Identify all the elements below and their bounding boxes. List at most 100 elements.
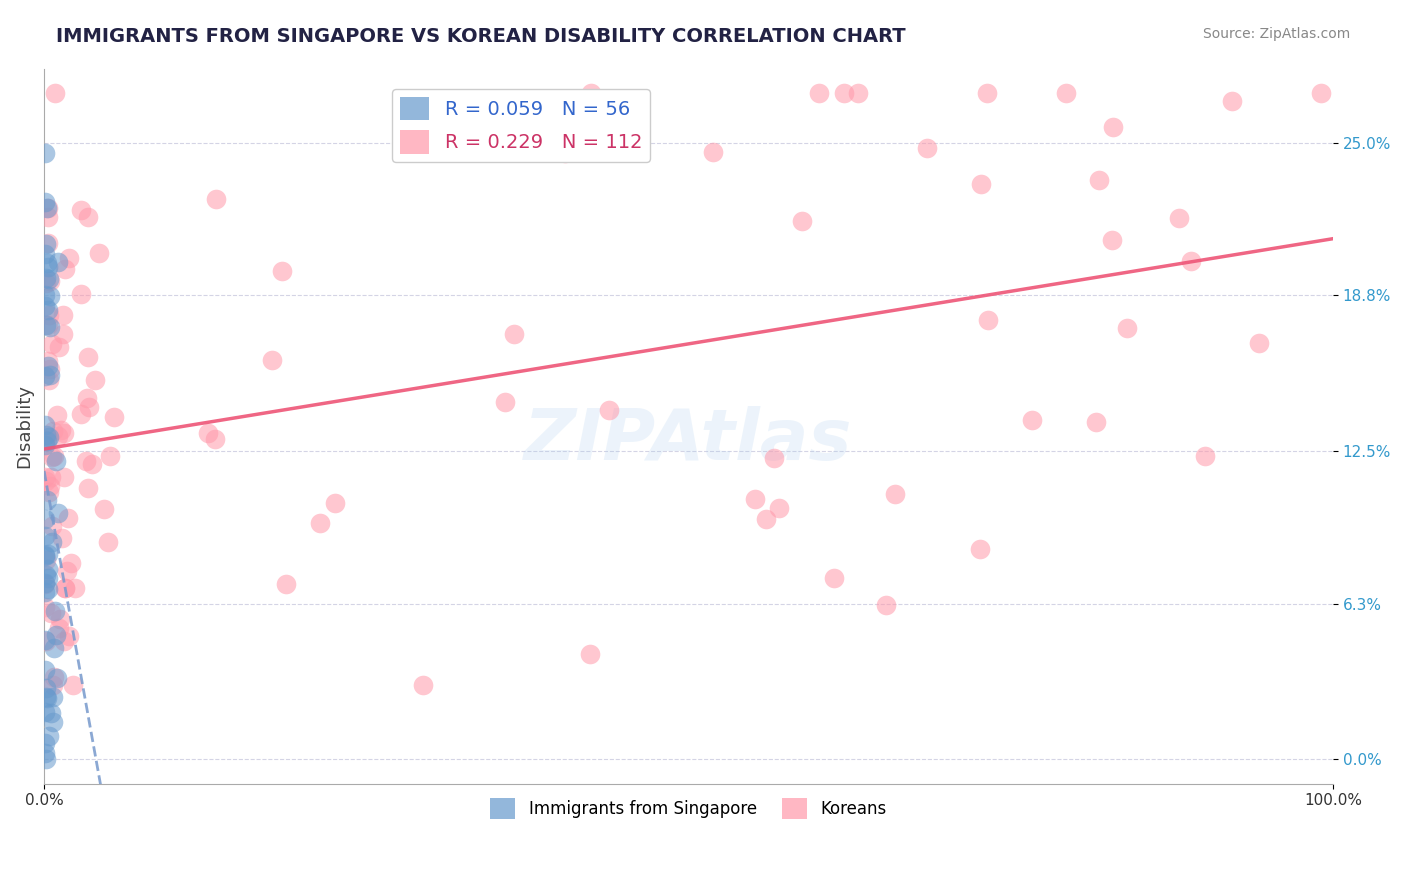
Point xyxy=(1085,415,1108,429)
Point xyxy=(80,457,103,471)
Point xyxy=(37,235,59,250)
Point xyxy=(35,276,58,290)
Point xyxy=(34,247,56,261)
Point xyxy=(37,318,59,332)
Point xyxy=(38,308,60,322)
Point xyxy=(38,361,60,376)
Point xyxy=(97,534,120,549)
Point xyxy=(34,576,56,591)
Point xyxy=(34,369,56,384)
Point xyxy=(35,690,58,704)
Point xyxy=(977,312,1000,326)
Point xyxy=(49,611,72,625)
Point xyxy=(35,474,58,488)
Point xyxy=(554,145,576,160)
Y-axis label: Disability: Disability xyxy=(15,384,32,468)
Point xyxy=(48,621,70,635)
Point xyxy=(44,86,66,100)
Point xyxy=(34,418,56,433)
Point xyxy=(93,502,115,516)
Point xyxy=(34,633,56,648)
Point xyxy=(59,556,82,570)
Point xyxy=(34,663,56,677)
Point xyxy=(41,450,63,465)
Point xyxy=(51,531,73,545)
Point xyxy=(34,577,56,591)
Point xyxy=(325,496,347,510)
Text: Source: ZipAtlas.com: Source: ZipAtlas.com xyxy=(1202,27,1350,41)
Point xyxy=(832,86,855,100)
Point xyxy=(44,604,66,618)
Point xyxy=(1116,321,1139,335)
Point xyxy=(34,470,56,484)
Point xyxy=(42,449,65,463)
Point xyxy=(204,432,226,446)
Point xyxy=(48,340,70,354)
Point xyxy=(35,318,58,332)
Point xyxy=(260,352,283,367)
Point xyxy=(41,535,63,549)
Point xyxy=(34,548,56,562)
Point xyxy=(37,571,59,585)
Point xyxy=(52,308,75,322)
Point xyxy=(37,210,59,224)
Point xyxy=(1220,95,1243,109)
Point xyxy=(46,672,69,686)
Point xyxy=(1101,234,1123,248)
Point xyxy=(70,407,93,421)
Point xyxy=(39,368,62,382)
Point xyxy=(38,271,60,285)
Point xyxy=(69,202,91,217)
Point xyxy=(39,274,62,288)
Point xyxy=(1167,211,1189,226)
Point xyxy=(34,705,56,719)
Point xyxy=(309,516,332,530)
Point xyxy=(846,86,869,100)
Point xyxy=(37,359,59,373)
Point xyxy=(37,547,59,561)
Point xyxy=(1021,413,1043,427)
Point xyxy=(763,450,786,465)
Point xyxy=(34,752,56,766)
Point xyxy=(46,255,69,269)
Point xyxy=(37,302,59,317)
Point xyxy=(34,584,56,599)
Point xyxy=(63,581,86,595)
Point xyxy=(792,214,814,228)
Point xyxy=(34,567,56,582)
Point xyxy=(1310,86,1333,100)
Point xyxy=(205,192,228,206)
Point xyxy=(274,577,297,591)
Point xyxy=(38,373,60,387)
Point xyxy=(53,261,76,276)
Point xyxy=(77,210,100,224)
Point xyxy=(46,429,69,443)
Point xyxy=(37,201,59,215)
Point xyxy=(34,438,56,452)
Point xyxy=(412,678,434,692)
Point xyxy=(37,582,59,597)
Point xyxy=(34,511,56,525)
Legend: Immigrants from Singapore, Koreans: Immigrants from Singapore, Koreans xyxy=(484,792,893,825)
Point xyxy=(76,391,98,405)
Point xyxy=(42,641,65,656)
Point xyxy=(75,454,97,468)
Point xyxy=(53,469,76,483)
Point xyxy=(1180,254,1202,268)
Point xyxy=(34,600,56,615)
Point xyxy=(35,493,58,508)
Point xyxy=(502,326,524,341)
Point xyxy=(58,629,80,643)
Point xyxy=(35,236,58,251)
Point xyxy=(35,553,58,567)
Point xyxy=(744,491,766,506)
Point xyxy=(969,542,991,557)
Point xyxy=(46,506,69,520)
Point xyxy=(84,373,107,387)
Point xyxy=(41,470,63,484)
Point xyxy=(884,487,907,501)
Point xyxy=(34,529,56,543)
Point xyxy=(42,678,65,692)
Point xyxy=(41,337,63,351)
Point xyxy=(41,519,63,533)
